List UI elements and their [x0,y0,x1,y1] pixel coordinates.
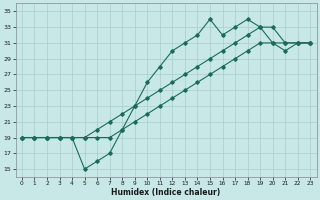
X-axis label: Humidex (Indice chaleur): Humidex (Indice chaleur) [111,188,221,197]
